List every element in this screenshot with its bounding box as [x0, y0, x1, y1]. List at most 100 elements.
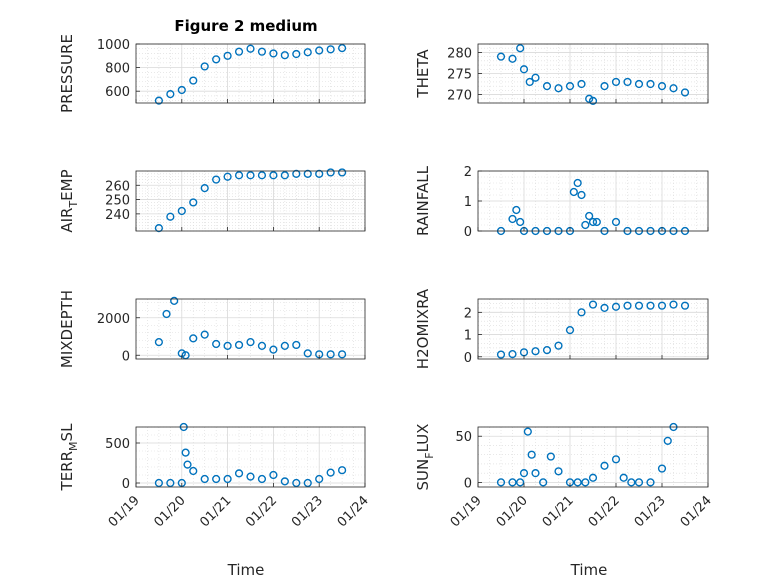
data-point — [234, 340, 244, 350]
data-point — [269, 171, 278, 180]
data-point — [516, 478, 525, 487]
y-tick-label: 1000 — [97, 38, 130, 53]
data-point — [292, 49, 301, 59]
data-point — [611, 77, 621, 87]
data-point — [292, 169, 301, 178]
data-point — [600, 82, 609, 91]
data-point — [646, 478, 655, 487]
data-point — [611, 302, 621, 311]
data-point — [508, 214, 517, 224]
data-point — [166, 212, 175, 221]
data-point — [634, 301, 644, 310]
data-point — [581, 220, 590, 230]
y-tick-label: 0 — [122, 477, 130, 492]
grid — [136, 170, 365, 232]
data-point — [554, 84, 563, 93]
data-points — [154, 168, 347, 233]
data-point — [189, 198, 198, 207]
x-tick-label: 01/23 — [632, 493, 669, 530]
data-points — [154, 296, 347, 360]
axes-box — [135, 170, 366, 232]
grid — [478, 426, 708, 487]
data-point — [600, 303, 609, 312]
data-point — [338, 168, 347, 177]
y-axis-label: TERRMSL — [58, 423, 80, 492]
data-point — [512, 205, 521, 215]
y-tick-label: 270 — [447, 89, 472, 104]
panel-5: 0 2000 MIXDEPTH — [58, 290, 366, 368]
y-tick-label: 1 — [464, 195, 472, 210]
data-point — [592, 217, 601, 227]
data-point — [573, 478, 582, 487]
data-point — [519, 65, 529, 74]
x-tick-label: 01/19 — [106, 493, 143, 530]
data-point — [546, 452, 555, 461]
data-point — [680, 88, 690, 97]
x-tick-label: 01/19 — [448, 493, 485, 530]
data-point — [315, 46, 324, 55]
data-point — [223, 341, 232, 350]
data-point — [326, 45, 335, 54]
data-point — [623, 301, 632, 310]
grid — [136, 426, 365, 487]
data-point — [212, 339, 221, 349]
data-point — [508, 350, 517, 359]
data-point — [154, 224, 164, 233]
axes-box — [135, 43, 366, 104]
data-point — [246, 171, 255, 180]
data-point — [246, 472, 255, 481]
data-point — [326, 168, 335, 177]
data-point — [280, 51, 289, 60]
x-tick-label: 01/24 — [335, 493, 372, 530]
y-tick-label: 250 — [105, 194, 130, 209]
data-point — [234, 47, 244, 56]
y-tick-label: 275 — [447, 68, 472, 83]
data-point — [189, 76, 198, 85]
data-point — [657, 464, 667, 473]
data-point — [669, 300, 678, 309]
data-point — [531, 73, 540, 82]
data-point — [212, 175, 221, 184]
data-point — [577, 308, 586, 317]
data-point — [177, 85, 186, 95]
y-tick-label: 0 — [122, 349, 130, 364]
data-point — [519, 469, 529, 478]
data-point — [246, 44, 255, 53]
y-tick-label: 800 — [105, 62, 130, 77]
data-point — [166, 478, 175, 488]
x-tick-label: 01/20 — [152, 493, 189, 530]
data-point — [280, 477, 289, 486]
x-axis-label-right: Time — [570, 561, 608, 579]
data-point — [269, 470, 278, 480]
data-point — [634, 79, 644, 89]
x-tick-label: 01/21 — [197, 493, 234, 530]
x-tick-label: 01/24 — [678, 493, 715, 530]
x-tick-label: 01/21 — [540, 493, 577, 530]
data-point — [200, 330, 209, 339]
data-point — [200, 62, 209, 71]
data-point — [292, 478, 301, 488]
y-tick-label: 600 — [105, 85, 130, 100]
data-point — [292, 340, 301, 350]
data-point — [303, 48, 312, 57]
data-point — [525, 77, 534, 87]
data-point — [234, 171, 244, 180]
x-tick-label: 01/20 — [494, 493, 531, 530]
data-point — [646, 301, 655, 310]
data-point — [573, 178, 582, 188]
data-point — [189, 466, 198, 476]
panel-8: 0 50 01/19 01/20 01/21 01/22 01/23 01/24 SUNFLUX — [414, 422, 715, 530]
data-point — [516, 44, 525, 53]
data-point — [496, 52, 506, 61]
data-point — [257, 341, 267, 350]
data-point — [623, 77, 632, 87]
figure-title: Figure 2 medium — [174, 17, 317, 35]
y-tick-label: 2000 — [97, 312, 130, 327]
data-point — [183, 460, 192, 469]
data-point — [303, 169, 312, 178]
data-point — [280, 171, 289, 180]
data-point — [212, 55, 221, 64]
y-tick-label: 0 — [464, 351, 472, 366]
y-tick-label: 50 — [455, 430, 472, 445]
